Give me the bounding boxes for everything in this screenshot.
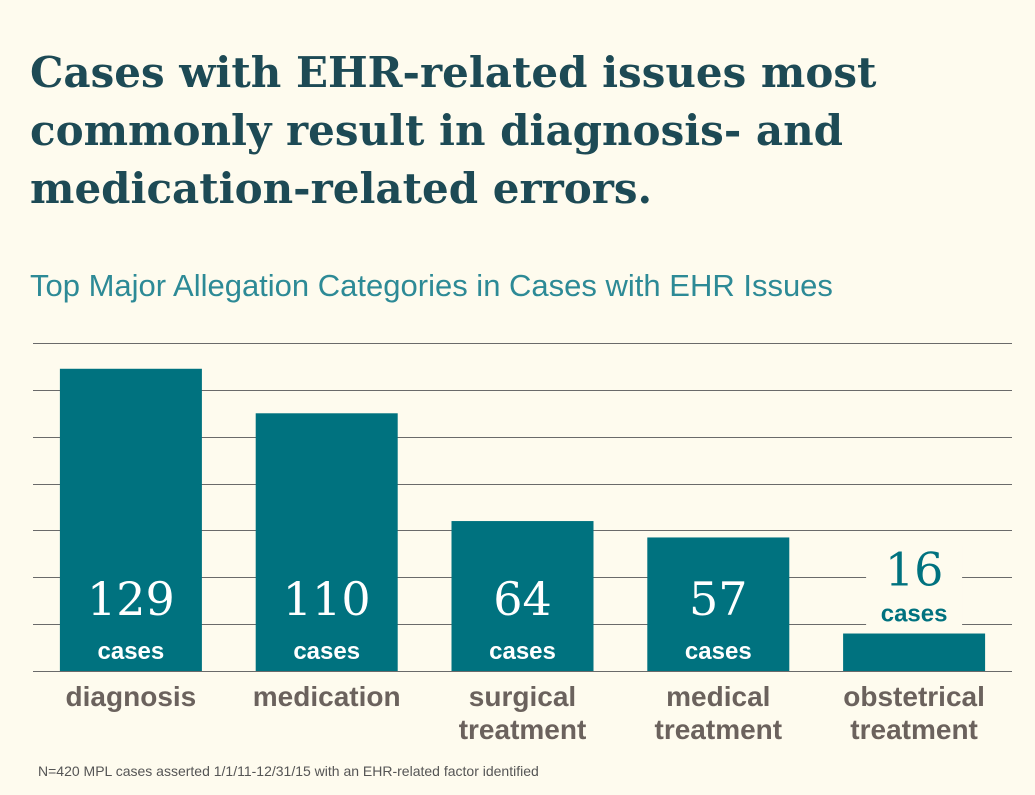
value-label: 64 (493, 572, 552, 626)
chart-title: Top Major Allegation Categories in Cases… (30, 268, 833, 303)
category-label: medication (253, 681, 401, 712)
category-label-line: diagnosis (66, 681, 197, 712)
bar-diagnosis (59, 368, 202, 671)
category-label: medical treatment (655, 681, 783, 745)
value-unit-label: cases (489, 638, 556, 665)
category-label-line: treatment (850, 714, 978, 745)
value-labels: 129 cases 110 cases 64 cases 57 cases 16 cases (87, 543, 963, 665)
category-label: surgical treatment (459, 681, 587, 745)
bar-chart: 129 cases 110 cases 64 cases 57 cases 16 cases di… (33, 343, 1012, 745)
bar-medical (647, 537, 790, 671)
value-label: 16 (885, 543, 944, 597)
bar-obstetrical (843, 633, 986, 671)
value-unit-label: cases (98, 638, 165, 665)
value-label: 110 (283, 572, 371, 626)
value-unit-label: cases (293, 638, 360, 665)
value-label: 129 (87, 572, 175, 626)
headline: Cases with EHR-related issues most commo… (30, 48, 877, 213)
category-label-line: surgical (469, 681, 576, 712)
category-label-line: obstetrical (843, 681, 985, 712)
category-label-line: treatment (459, 714, 587, 745)
category-label: diagnosis (66, 681, 197, 712)
value-unit-label: cases (881, 601, 948, 628)
value-unit-label: cases (685, 638, 752, 665)
category-label-line: medical (666, 681, 770, 712)
footnote: N=420 MPL cases asserted 1/1/11-12/31/15… (38, 763, 539, 779)
category-label-line: medication (253, 681, 401, 712)
category-label: obstetrical treatment (843, 681, 985, 745)
bars (59, 368, 986, 671)
category-label-line: treatment (655, 714, 783, 745)
category-labels: diagnosis medication surgical treatmentmedi… (66, 681, 985, 745)
value-label: 57 (689, 572, 748, 626)
label-backdrop (866, 545, 963, 628)
bar-surgical (451, 521, 594, 671)
bar-medication (255, 413, 398, 671)
